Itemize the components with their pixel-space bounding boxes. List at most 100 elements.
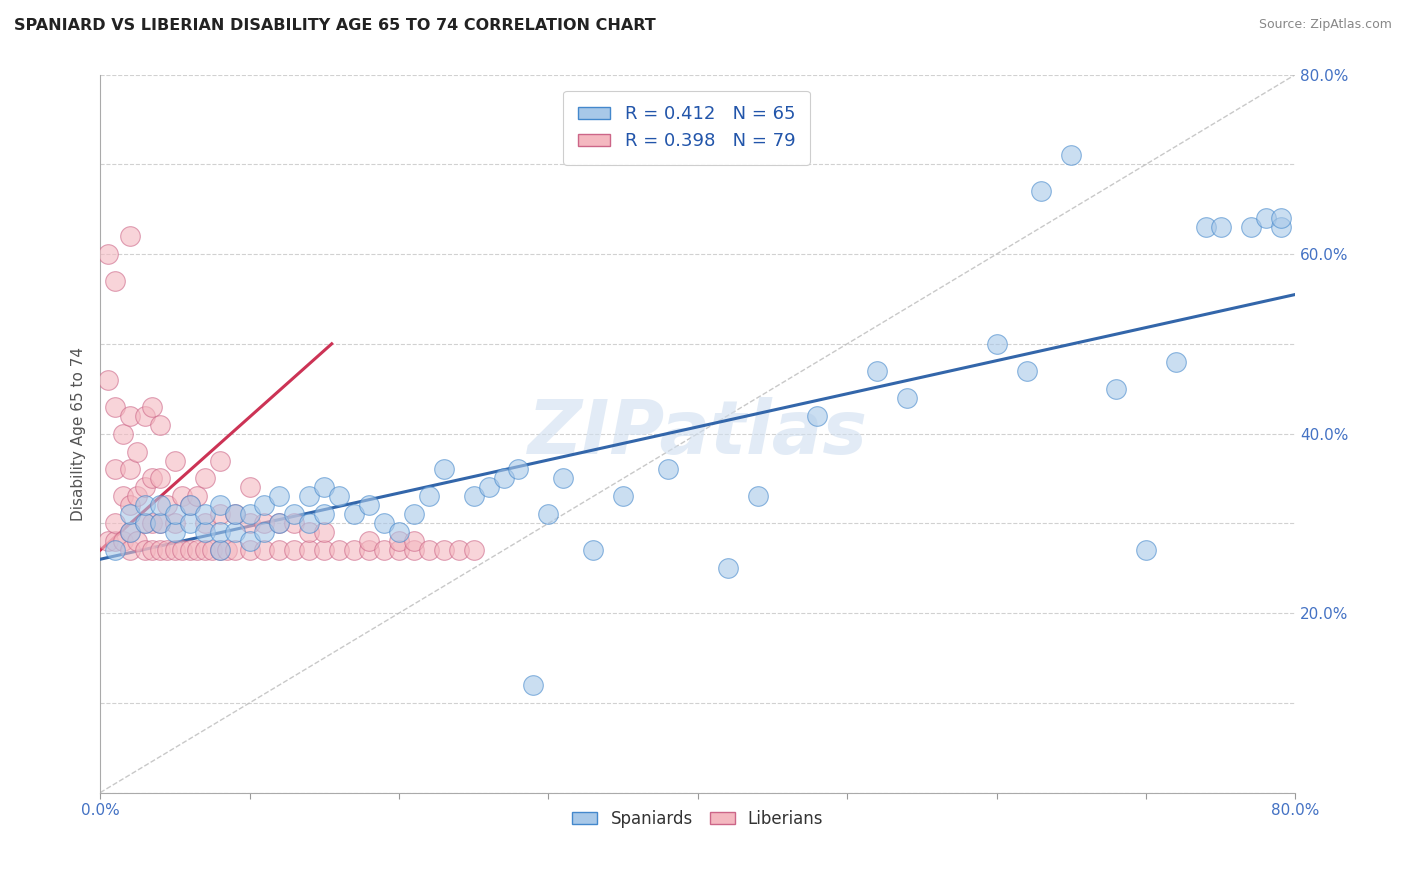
Point <box>134 409 156 423</box>
Point <box>866 364 889 378</box>
Point <box>314 508 336 522</box>
Point <box>478 480 501 494</box>
Y-axis label: Disability Age 65 to 74: Disability Age 65 to 74 <box>72 347 86 521</box>
Point <box>1031 184 1053 198</box>
Point <box>298 490 321 504</box>
Point <box>224 508 246 522</box>
Point <box>657 462 679 476</box>
Point <box>118 409 141 423</box>
Point <box>328 543 350 558</box>
Point <box>104 534 127 549</box>
Point <box>118 499 141 513</box>
Point <box>163 525 186 540</box>
Legend: Spaniards, Liberians: Spaniards, Liberians <box>565 804 830 835</box>
Text: Source: ZipAtlas.com: Source: ZipAtlas.com <box>1258 18 1392 31</box>
Point <box>402 534 425 549</box>
Point <box>118 525 141 540</box>
Point <box>388 534 411 549</box>
Point <box>208 508 231 522</box>
Point <box>433 462 456 476</box>
Point <box>269 516 291 531</box>
Point <box>118 543 141 558</box>
Point <box>463 490 485 504</box>
Point <box>402 543 425 558</box>
Point <box>522 678 544 692</box>
Point <box>747 490 769 504</box>
Point <box>1015 364 1038 378</box>
Point <box>314 525 336 540</box>
Point <box>269 543 291 558</box>
Text: SPANIARD VS LIBERIAN DISABILITY AGE 65 TO 74 CORRELATION CHART: SPANIARD VS LIBERIAN DISABILITY AGE 65 T… <box>14 18 655 33</box>
Point <box>194 525 217 540</box>
Point <box>283 508 305 522</box>
Point <box>104 274 127 288</box>
Point <box>253 525 276 540</box>
Point <box>1209 220 1232 235</box>
Point <box>118 508 141 522</box>
Point <box>238 480 260 494</box>
Point <box>194 471 217 485</box>
Point <box>298 543 321 558</box>
Point <box>418 543 440 558</box>
Point <box>186 490 208 504</box>
Point <box>141 543 163 558</box>
Point <box>201 543 224 558</box>
Point <box>418 490 440 504</box>
Point <box>172 543 194 558</box>
Point <box>194 543 217 558</box>
Point <box>104 400 127 414</box>
Point <box>97 247 120 261</box>
Point <box>253 516 276 531</box>
Point <box>1105 382 1128 396</box>
Point <box>492 471 515 485</box>
Point <box>253 499 276 513</box>
Point <box>194 508 217 522</box>
Point <box>111 534 134 549</box>
Point <box>314 480 336 494</box>
Point <box>104 516 127 531</box>
Point <box>359 534 381 549</box>
Point <box>156 499 179 513</box>
Point <box>1135 543 1157 558</box>
Point <box>163 543 186 558</box>
Point <box>141 471 163 485</box>
Point <box>388 543 411 558</box>
Point <box>149 516 172 531</box>
Point <box>179 499 201 513</box>
Point <box>127 534 149 549</box>
Point <box>986 336 1008 351</box>
Point <box>359 499 381 513</box>
Point <box>388 525 411 540</box>
Point <box>553 471 575 485</box>
Point <box>224 525 246 540</box>
Point <box>537 508 560 522</box>
Point <box>447 543 470 558</box>
Point <box>238 508 260 522</box>
Point <box>717 561 740 575</box>
Point <box>118 462 141 476</box>
Point <box>149 471 172 485</box>
Point <box>1254 211 1277 226</box>
Point <box>1239 220 1261 235</box>
Point <box>149 499 172 513</box>
Point <box>402 508 425 522</box>
Point <box>373 543 395 558</box>
Point <box>97 373 120 387</box>
Point <box>612 490 634 504</box>
Text: ZIPatlas: ZIPatlas <box>527 397 868 470</box>
Point <box>208 543 231 558</box>
Point <box>149 417 172 432</box>
Point <box>1270 220 1292 235</box>
Point <box>238 543 260 558</box>
Point <box>283 516 305 531</box>
Point <box>806 409 828 423</box>
Point <box>1060 148 1083 162</box>
Point <box>149 516 172 531</box>
Point <box>111 426 134 441</box>
Point <box>253 543 276 558</box>
Point <box>298 516 321 531</box>
Point <box>433 543 456 558</box>
Point <box>186 543 208 558</box>
Point <box>314 543 336 558</box>
Point <box>118 525 141 540</box>
